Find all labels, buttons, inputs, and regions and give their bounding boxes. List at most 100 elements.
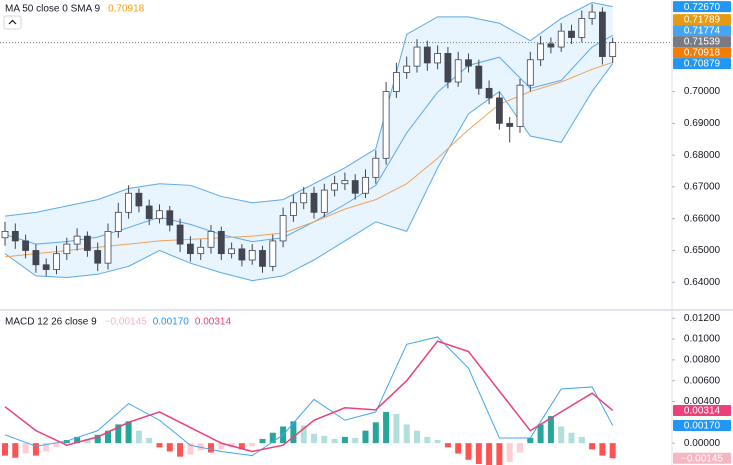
histogram-bar: [486, 443, 493, 465]
histogram-bar: [311, 433, 317, 444]
histogram-bar: [403, 424, 410, 444]
histogram-bar: [558, 426, 565, 444]
candle-body: [423, 46, 431, 64]
histogram-bar: [197, 443, 204, 451]
price-label-box: [673, 25, 731, 37]
candle-body: [125, 192, 132, 213]
histogram-bar: [156, 443, 163, 448]
button-frame[interactable]: [3, 15, 22, 30]
legend-value: 0.00314: [195, 317, 232, 328]
candle-body: [135, 192, 143, 207]
histogram-bar: [269, 432, 276, 444]
histogram-bar: [105, 430, 111, 444]
candle-body: [300, 192, 308, 204]
candle-body: [73, 235, 81, 245]
histogram-bar: [589, 443, 596, 450]
candle-body: [403, 65, 411, 73]
histogram-bar: [383, 411, 390, 444]
histogram-bar: [290, 421, 297, 444]
candle-body: [444, 52, 452, 83]
price-label: 0.71789: [684, 15, 721, 26]
candle-body: [42, 264, 50, 270]
candle-body: [84, 235, 91, 251]
histogram-bar: [94, 434, 101, 444]
histogram-bar: [331, 438, 338, 444]
y-tick-label: 0.67000: [684, 182, 721, 193]
candle-body: [434, 52, 442, 64]
price-label: 0.00314: [684, 406, 721, 417]
histogram-bar: [475, 443, 482, 464]
y-tick-label: 0.00600: [684, 375, 721, 386]
candle-body: [248, 250, 256, 261]
candle-body: [217, 230, 225, 255]
price-label-box: [673, 14, 731, 26]
price-label-box: [673, 58, 731, 70]
band-upper: [4, 2, 613, 217]
candle-body: [413, 46, 421, 67]
legend-text: MA 50 close 0 SMA 9: [5, 4, 100, 15]
histogram-bar: [32, 443, 39, 456]
candle-body: [351, 180, 359, 194]
y-tick-label: 0.01200: [684, 313, 721, 324]
histogram-bar: [352, 437, 359, 444]
candle-body: [588, 11, 596, 19]
chevron-icon[interactable]: [8, 19, 17, 25]
histogram-bar: [208, 443, 214, 453]
y-tick-label: 0.69000: [684, 118, 721, 129]
histogram-bar: [568, 432, 575, 444]
legend-value: −0.00145: [105, 317, 147, 328]
histogram-bar: [125, 421, 132, 444]
histogram-bar: [517, 443, 523, 453]
histogram-bar: [63, 440, 70, 444]
histogram-bar: [22, 443, 29, 454]
candle-body: [259, 250, 266, 267]
histogram-bar: [115, 424, 122, 444]
y-tick-label: 0.00000: [684, 438, 721, 449]
price-label: 0.72670: [684, 2, 721, 13]
candle-body: [372, 157, 380, 178]
price-label-box: [673, 1, 731, 13]
candle-body: [506, 122, 514, 127]
histogram-bar: [362, 430, 369, 444]
histogram-bar: [135, 430, 142, 444]
histogram-bar: [249, 443, 256, 447]
histogram-bar: [547, 416, 554, 444]
candle-body: [1, 230, 9, 239]
histogram-bar: [43, 443, 50, 452]
histogram-bar: [496, 443, 503, 465]
histogram-bar: [177, 443, 184, 457]
histogram-bar: [372, 422, 379, 444]
candle-body: [537, 43, 544, 61]
candle-body: [207, 230, 215, 248]
histogram-bar: [414, 430, 420, 444]
histogram-bar: [393, 414, 400, 444]
histogram-bar: [444, 443, 451, 448]
candle-body: [475, 65, 483, 89]
collapse-button[interactable]: [3, 15, 22, 30]
price-label-box: [673, 404, 731, 416]
histogram-bar: [578, 436, 585, 444]
candle-body: [228, 248, 236, 255]
candle-body: [186, 243, 194, 255]
candle-body: [238, 248, 246, 261]
price-label: 0.70918: [684, 48, 721, 59]
candle-body: [11, 230, 19, 242]
candle-body: [609, 42, 617, 57]
histogram-bar: [527, 437, 534, 444]
y-tick-label: 0.66000: [684, 213, 721, 224]
y-tick-label: 0.70000: [684, 86, 721, 97]
price-label-box: [673, 36, 731, 48]
candle-body: [156, 210, 163, 220]
price-label-box: [673, 47, 731, 59]
macd-line: [4, 336, 614, 457]
histogram-bar: [609, 443, 616, 459]
candle-body: [568, 30, 575, 38]
candle-body: [526, 59, 534, 86]
histogram-bar: [53, 443, 60, 448]
histogram-bar: [146, 437, 153, 444]
candle-body: [114, 211, 122, 232]
candle-body: [63, 243, 71, 255]
candle-body: [197, 246, 205, 255]
